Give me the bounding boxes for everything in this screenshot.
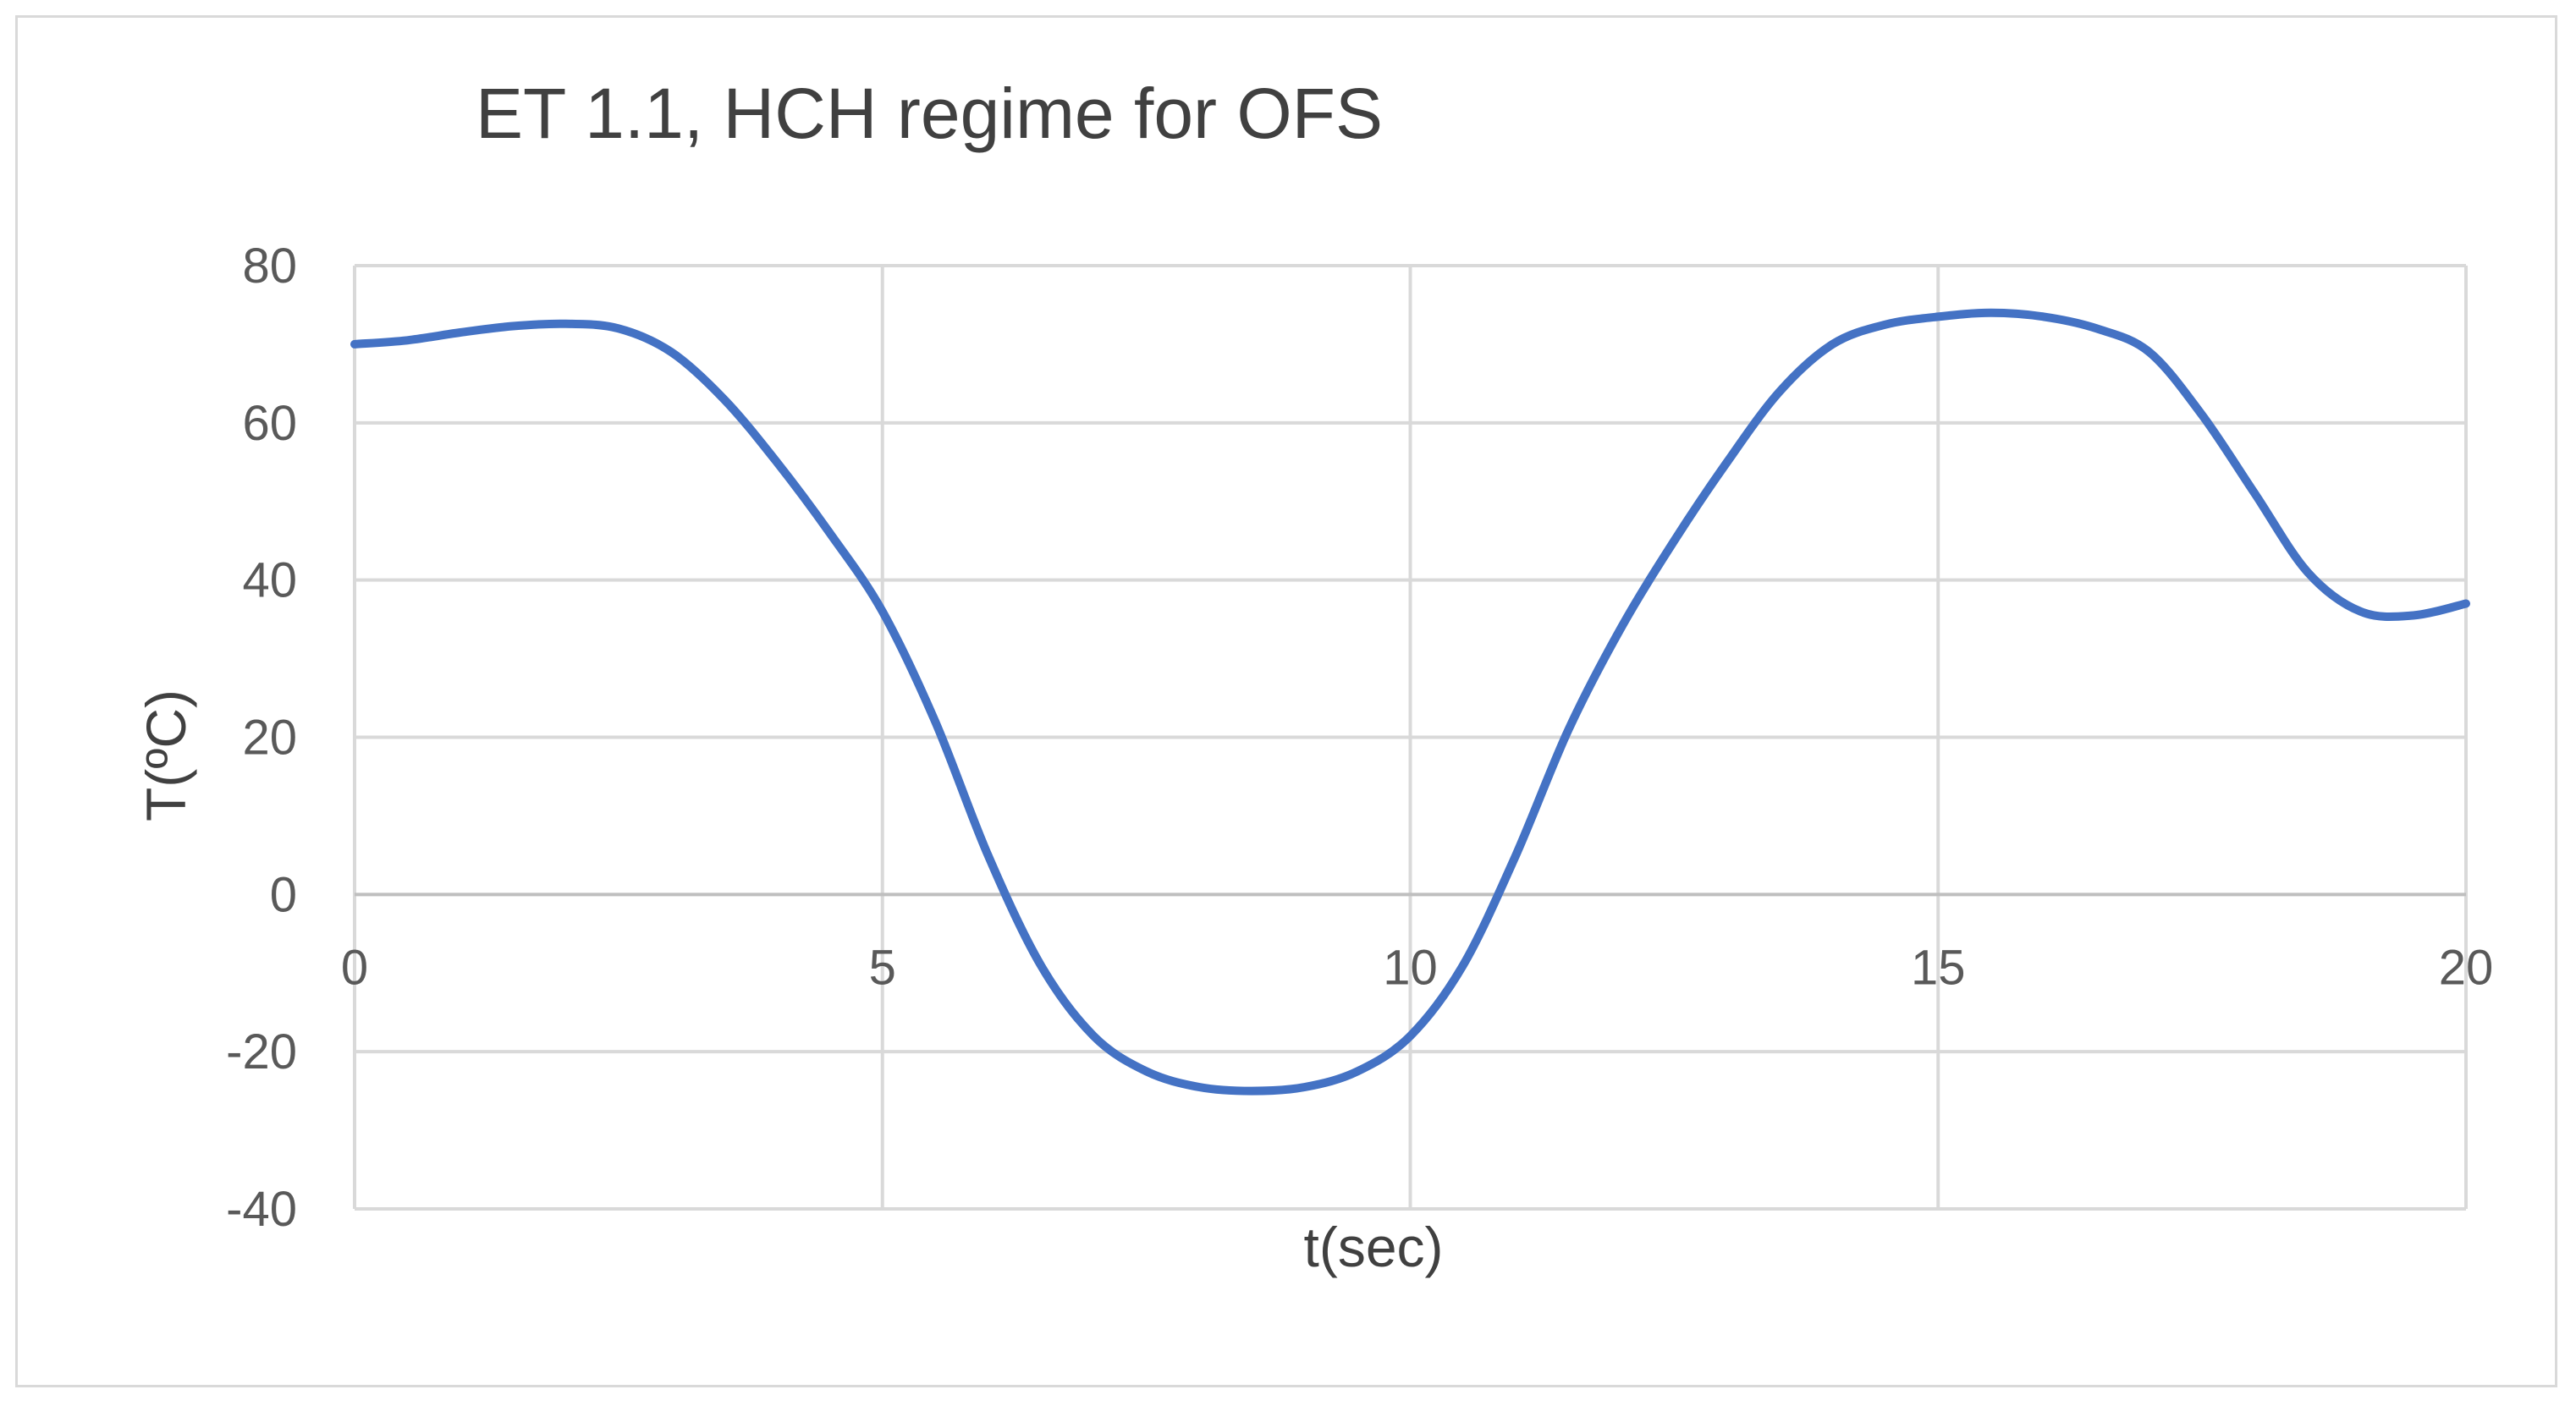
- x-axis-title: t(sec): [1304, 1216, 1444, 1278]
- y-tick-label: 20: [242, 711, 297, 766]
- x-tick-labels: 0 5 10 15 20: [341, 940, 2493, 995]
- y-tick-label: -40: [226, 1182, 297, 1237]
- y-tick-label: 60: [242, 396, 297, 451]
- line-chart: ET 1.1, HCH regime for OFS -40 -20 0 20 40 60…: [135, 74, 2493, 1278]
- x-tick-label: 10: [1383, 940, 1438, 995]
- series-line-0: [350, 308, 2470, 1096]
- x-tick-label: 0: [341, 940, 368, 995]
- y-axis-title: T(ºC): [135, 689, 197, 821]
- y-tick-label: 0: [270, 867, 297, 922]
- chart-frame: ET 1.1, HCH regime for OFS -40 -20 0 20 40 60…: [15, 15, 2557, 1387]
- x-tick-label: 5: [869, 940, 896, 995]
- series: [350, 308, 2470, 1096]
- y-tick-label: 80: [242, 239, 297, 294]
- y-tick-label: 40: [242, 553, 297, 608]
- y-tick-labels: -40 -20 0 20 40 60 80: [226, 239, 297, 1237]
- chart-title: ET 1.1, HCH regime for OFS: [476, 74, 1383, 153]
- gridlines: [353, 264, 2468, 1211]
- x-tick-label: 15: [1911, 940, 1966, 995]
- y-tick-label: -20: [226, 1024, 297, 1079]
- x-tick-label: 20: [2439, 940, 2494, 995]
